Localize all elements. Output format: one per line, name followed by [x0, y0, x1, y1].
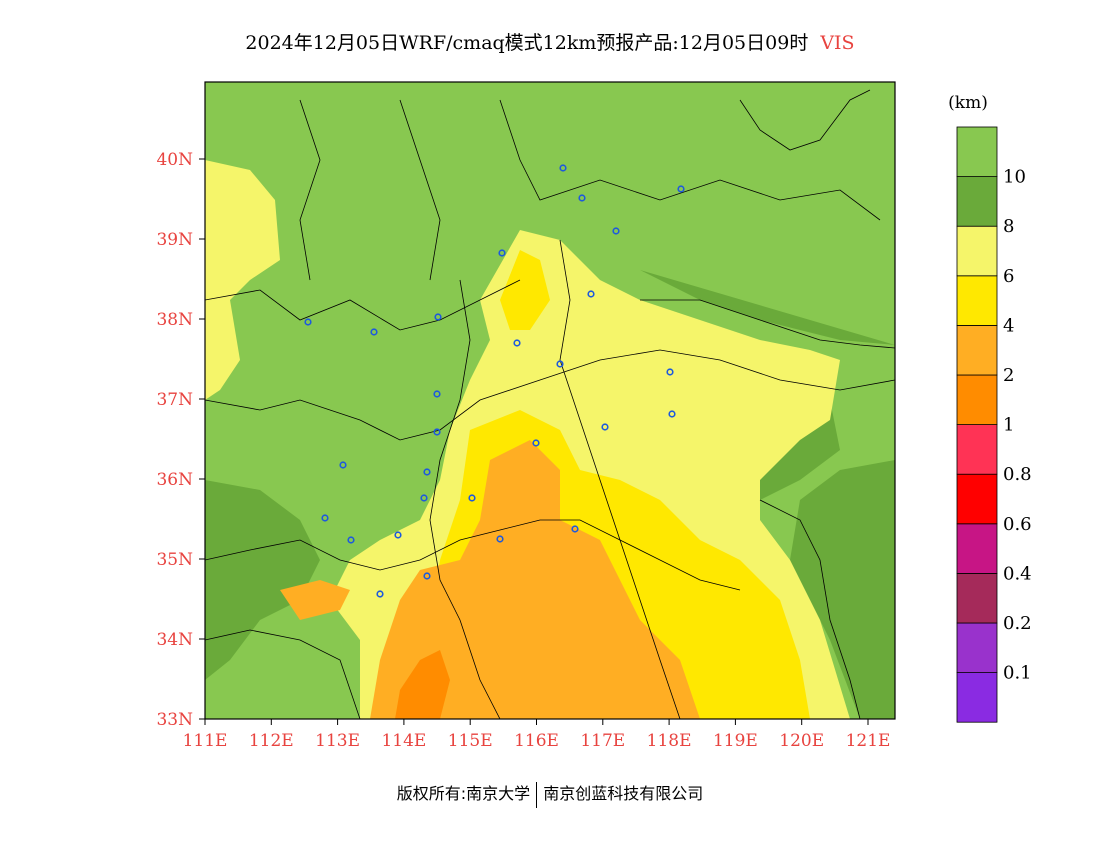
legend-label: 8 [1003, 216, 1014, 237]
legend-color-box [956, 473, 998, 525]
y-tick-label: 38N [156, 310, 193, 330]
legend-color-box [956, 126, 998, 177]
y-tick-label: 35N [156, 550, 193, 570]
footer-right: 南京创蓝科技有限公司 [543, 784, 704, 803]
vis-field-6-8-northwest [205, 160, 280, 400]
legend-label: 10 [1003, 167, 1026, 188]
copyright-footer: 版权所有:南京大学 南京创蓝科技有限公司 [0, 780, 1100, 808]
colorbar-legend: (km) 0.1 0.2 0.4 0.6 0.8 1 2 4 6 8 10 [948, 93, 1032, 723]
legend-color-box [956, 275, 998, 326]
legend-label: 0.6 [1003, 514, 1032, 535]
legend-label: 0.2 [1003, 613, 1032, 634]
legend-label: 0.1 [1003, 663, 1032, 684]
legend-color-box [956, 374, 998, 425]
y-tick-label: 40N [156, 150, 193, 170]
vis-field-8-10-east [640, 270, 895, 719]
y-tick-label: 33N [156, 710, 193, 730]
map-area [205, 82, 895, 719]
x-tick-label: 118E [647, 731, 692, 751]
x-tick-label: 111E [183, 731, 228, 751]
vis-field-2-4 [370, 440, 700, 719]
x-tick-label: 113E [315, 731, 360, 751]
vis-field-1-2 [395, 650, 450, 719]
footer-left: 版权所有:南京大学 [396, 784, 531, 803]
legend-label: 2 [1003, 365, 1014, 386]
x-tick-label: 119E [713, 731, 758, 751]
legend-color-box [956, 176, 998, 227]
legend-label: 1 [1003, 415, 1014, 436]
legend-color-box [956, 225, 998, 277]
x-tick-label: 117E [580, 731, 625, 751]
y-tick-label: 34N [156, 630, 193, 650]
legend-color-box [956, 672, 998, 723]
vis-field-8-10-west [205, 480, 320, 680]
vis-field-4-6-north [500, 250, 550, 330]
title-variable: VIS [820, 32, 855, 54]
y-tick-label: 39N [156, 230, 193, 250]
legend-label: 0.8 [1003, 464, 1032, 485]
legend-label: 4 [1003, 315, 1014, 336]
title-main: 2024年12月05日WRF/cmaq模式12km预报产品:12月05日09时 [245, 32, 809, 54]
legend-label: 6 [1003, 266, 1014, 287]
x-tick-label: 116E [514, 731, 559, 751]
legend-unit: (km) [948, 93, 988, 113]
city-markers [304, 164, 685, 598]
admin-boundaries [205, 89, 895, 719]
legend-color-box [956, 424, 998, 475]
x-tick-label: 112E [249, 731, 294, 751]
y-tick-label: 36N [156, 470, 193, 490]
legend-label: 0.4 [1003, 563, 1032, 584]
legend-color-box [956, 523, 998, 574]
x-tick-label: 114E [381, 731, 426, 751]
legend-color-box [956, 573, 998, 624]
footer-separator [536, 781, 538, 808]
legend-color-box [956, 324, 998, 376]
legend-color-box [956, 622, 998, 673]
x-tick-label: 121E [846, 731, 891, 751]
chart-title: 2024年12月05日WRF/cmaq模式12km预报产品:12月05日09时 V… [0, 28, 1100, 55]
x-axis: 111E 112E 113E 114E 115E 116E 117E 118E 119E 120E… [183, 719, 891, 751]
x-tick-label: 120E [779, 731, 824, 751]
y-axis: 33N 34N 35N 36N 37N 38N 39N 40N [156, 150, 205, 730]
x-tick-label: 115E [448, 731, 493, 751]
y-tick-label: 37N [156, 390, 193, 410]
vis-field-2-4-west [280, 580, 350, 620]
map-frame [204, 81, 896, 720]
